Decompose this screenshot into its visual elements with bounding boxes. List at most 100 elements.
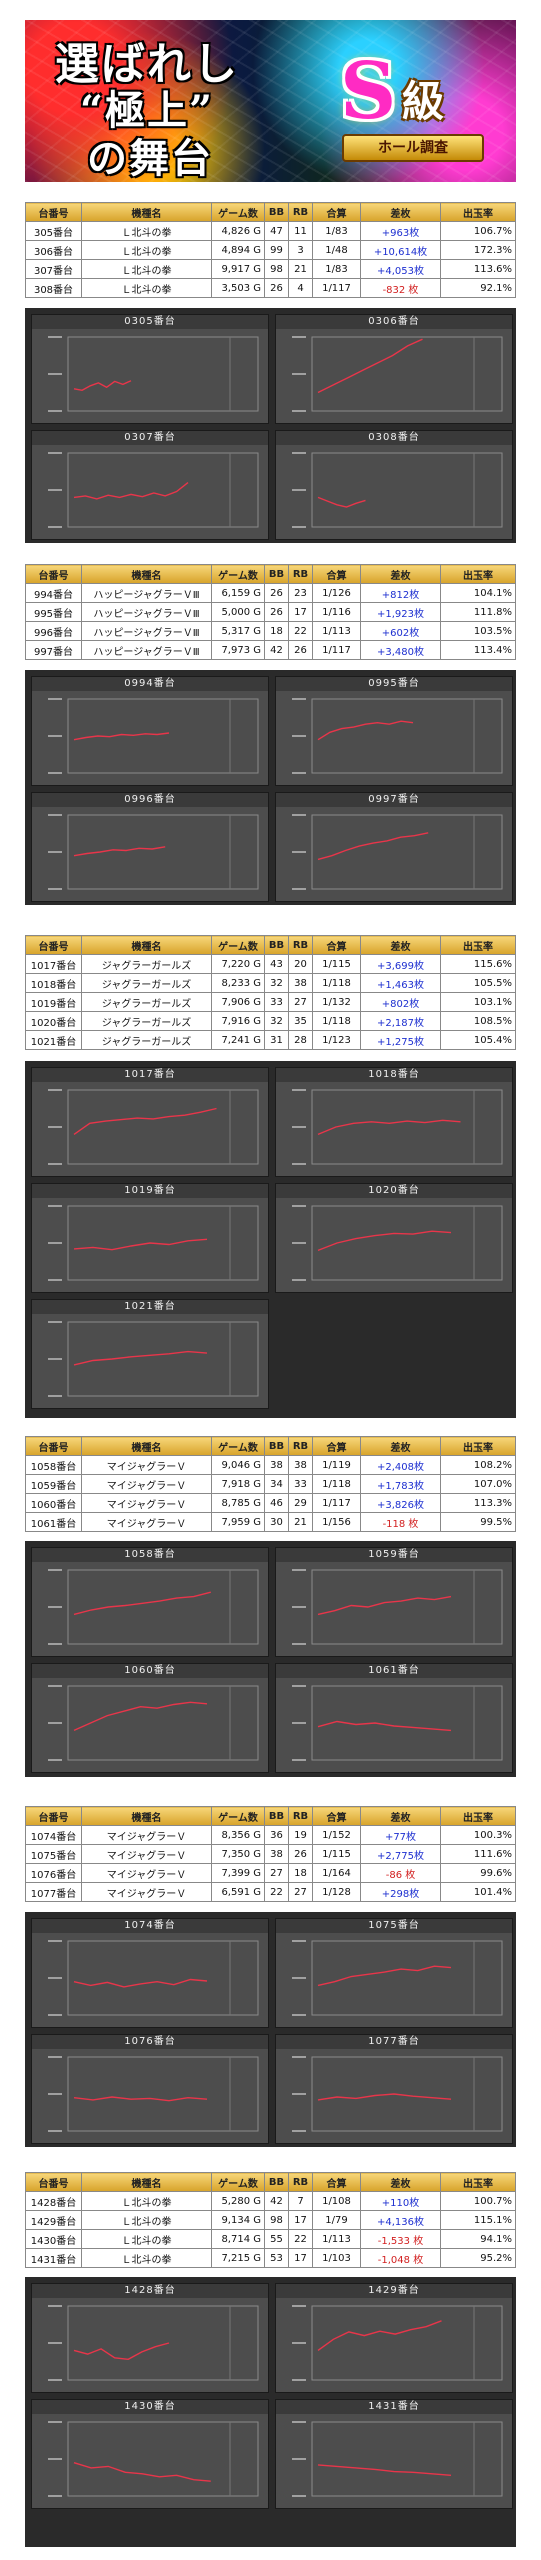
cell-rate: 108.5%	[440, 1011, 516, 1031]
cell-bb: 42	[264, 2191, 289, 2211]
graph-title: 1077番台	[276, 2035, 512, 2049]
cell-total: 1/115	[312, 954, 361, 974]
cell-rb: 7	[288, 2191, 313, 2211]
graph-title: 1429番台	[276, 2284, 512, 2298]
slump-graph: 1076番台	[31, 2034, 269, 2144]
cell-games: 7,906 G	[211, 992, 265, 1012]
slump-graph: 0997番台	[275, 792, 513, 902]
column-header: BB	[264, 1436, 289, 1456]
cell-games: 5,317 G	[211, 621, 265, 641]
graph-frame	[67, 1940, 259, 2016]
slump-graph: 0306番台	[275, 314, 513, 424]
cell-no: 1060番台	[25, 1493, 82, 1513]
graph-title: 0995番台	[276, 677, 512, 691]
slump-graph: 1431番台	[275, 2399, 513, 2509]
slump-line	[317, 1230, 452, 1252]
column-header: 合算	[312, 935, 361, 955]
slump-graph: 1019番台	[31, 1183, 269, 1293]
cell-diff: +1,463枚	[360, 973, 441, 993]
table-header-row: 台番号 機種名 ゲーム数 BB RB 合算 差枚 出玉率	[25, 935, 516, 955]
graph-plot	[48, 2421, 259, 2497]
cell-total: 1/164	[312, 1863, 361, 1883]
column-header: BB	[264, 2172, 289, 2192]
graph-title: 1074番台	[32, 1919, 268, 1933]
column-header: 機種名	[81, 2172, 212, 2192]
cell-games: 4,826 G	[211, 221, 265, 241]
cell-games: 6,159 G	[211, 583, 265, 603]
s-rank-badge: S 級 ホール調査	[336, 42, 486, 162]
slump-graph: 1020番台	[275, 1183, 513, 1293]
slump-line	[317, 2464, 452, 2476]
cell-bb: 99	[264, 240, 289, 260]
cell-diff: +3,480枚	[360, 640, 441, 660]
cell-diff: +4,053枚	[360, 259, 441, 279]
graph-plot	[48, 698, 259, 774]
cell-rb: 21	[288, 259, 313, 279]
graph-frame	[67, 2421, 259, 2497]
banner-title-line2: “極上”	[80, 87, 215, 134]
cell-diff: +2,187枚	[360, 1011, 441, 1031]
graph-plot	[48, 1089, 259, 1165]
slump-line	[73, 1238, 208, 1251]
graph-panel: 1074番台 1075番台 1076番台 1077番台	[25, 1912, 516, 2147]
cell-rate: 99.6%	[440, 1863, 516, 1883]
cell-no: 305番台	[25, 221, 82, 241]
column-header: 差枚	[360, 935, 441, 955]
cell-total: 1/113	[312, 2229, 361, 2249]
cell-rb: 38	[288, 973, 313, 993]
cell-total: 1/118	[312, 1011, 361, 1031]
graph-title: 0308番台	[276, 431, 512, 445]
cell-rb: 26	[288, 1844, 313, 1864]
slump-line	[317, 1119, 461, 1136]
slump-line	[317, 1595, 452, 1616]
cell-machine: Ｌ北斗の拳	[81, 259, 212, 279]
column-header: ゲーム数	[211, 202, 265, 222]
column-header: 合算	[312, 202, 361, 222]
cell-games: 5,280 G	[211, 2191, 265, 2211]
slump-graph: 1017番台	[31, 1067, 269, 1177]
column-header: 合算	[312, 2172, 361, 2192]
cell-rate: 107.0%	[440, 1474, 516, 1494]
graph-plot	[48, 452, 259, 528]
cell-games: 7,350 G	[211, 1844, 265, 1864]
cell-rate: 105.4%	[440, 1030, 516, 1050]
cell-total: 1/132	[312, 992, 361, 1012]
graph-frame	[67, 698, 259, 774]
graph-title: 0307番台	[32, 431, 268, 445]
cell-rb: 26	[288, 640, 313, 660]
cell-rb: 4	[288, 278, 313, 298]
cell-no: 1074番台	[25, 1825, 82, 1845]
slump-graph: 0305番台	[31, 314, 269, 424]
cell-machine: Ｌ北斗の拳	[81, 2210, 212, 2230]
table-row: 1061番台 マイジャグラーＶ 7,959 G 30 21 1/156 -118 枚 99.5…	[25, 1512, 516, 1532]
graph-frame	[311, 336, 503, 412]
cell-diff: +2,775枚	[360, 1844, 441, 1864]
slump-graph: 1061番台	[275, 1663, 513, 1773]
cell-machine: Ｌ北斗の拳	[81, 278, 212, 298]
graph-frame	[311, 2056, 503, 2132]
column-header: 機種名	[81, 564, 212, 584]
graph-title: 0996番台	[32, 793, 268, 807]
cell-machine: ジャグラーガールズ	[81, 973, 212, 993]
graph-panel: 1428番台 1429番台 1430番台 1431番台	[25, 2277, 516, 2547]
cell-machine: ハッピージャグラーＶⅢ	[81, 583, 212, 603]
cell-no: 1059番台	[25, 1474, 82, 1494]
slot-table: 台番号 機種名 ゲーム数 BB RB 合算 差枚 出玉率 994番台 ハッピージャグラーＶⅢ 6,1…	[25, 564, 516, 660]
slot-table: 台番号 機種名 ゲーム数 BB RB 合算 差枚 出玉率 1074番台 マイジャグラーＶ 8,356…	[25, 1806, 516, 1902]
table-row: 1058番台 マイジャグラーＶ 9,046 G 38 38 1/119 +2,408枚 108…	[25, 1455, 516, 1475]
cell-no: 1019番台	[25, 992, 82, 1012]
badge-s-letter: S	[340, 46, 397, 137]
cell-machine: ジャグラーガールズ	[81, 954, 212, 974]
cell-bb: 26	[264, 583, 289, 603]
graph-frame	[67, 1321, 259, 1397]
cell-bb: 34	[264, 1474, 289, 1494]
cell-machine: Ｌ北斗の拳	[81, 221, 212, 241]
graph-title: 1431番台	[276, 2400, 512, 2414]
slump-line	[317, 338, 423, 394]
cell-total: 1/108	[312, 2191, 361, 2211]
graph-panel: 0305番台 0306番台 0307番台 0308番台	[25, 308, 516, 543]
cell-bb: 30	[264, 1512, 289, 1532]
cell-rate: 172.3%	[440, 240, 516, 260]
cell-no: 1058番台	[25, 1455, 82, 1475]
